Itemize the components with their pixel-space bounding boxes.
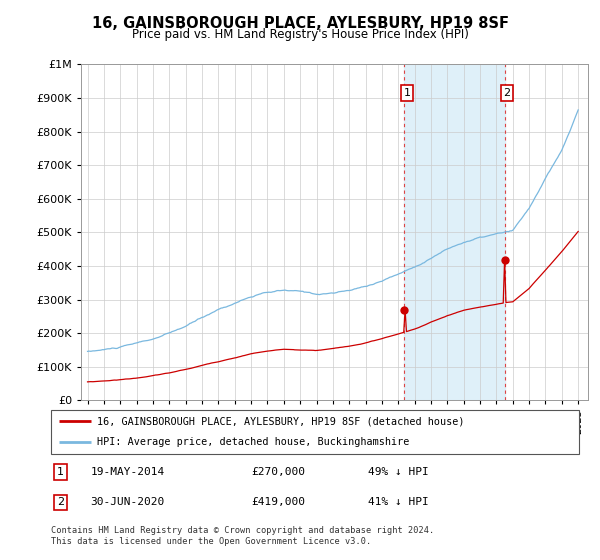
Text: 1: 1 [403, 88, 410, 98]
Text: £419,000: £419,000 [251, 497, 305, 507]
Text: 1: 1 [57, 467, 64, 477]
Text: HPI: Average price, detached house, Buckinghamshire: HPI: Average price, detached house, Buck… [97, 437, 410, 447]
Text: Contains HM Land Registry data © Crown copyright and database right 2024.
This d: Contains HM Land Registry data © Crown c… [51, 526, 434, 546]
Text: 2: 2 [503, 88, 511, 98]
Text: 2: 2 [57, 497, 64, 507]
Text: 30-JUN-2020: 30-JUN-2020 [91, 497, 165, 507]
Text: Price paid vs. HM Land Registry's House Price Index (HPI): Price paid vs. HM Land Registry's House … [131, 28, 469, 41]
Text: 49% ↓ HPI: 49% ↓ HPI [368, 467, 428, 477]
Text: 41% ↓ HPI: 41% ↓ HPI [368, 497, 428, 507]
Bar [404, 64, 505, 400]
Text: 16, GAINSBOROUGH PLACE, AYLESBURY, HP19 8SF: 16, GAINSBOROUGH PLACE, AYLESBURY, HP19 … [91, 16, 509, 31]
Text: 16, GAINSBOROUGH PLACE, AYLESBURY, HP19 8SF (detached house): 16, GAINSBOROUGH PLACE, AYLESBURY, HP19 … [97, 416, 465, 426]
Text: £270,000: £270,000 [251, 467, 305, 477]
FancyBboxPatch shape [51, 410, 579, 454]
Text: 19-MAY-2014: 19-MAY-2014 [91, 467, 165, 477]
